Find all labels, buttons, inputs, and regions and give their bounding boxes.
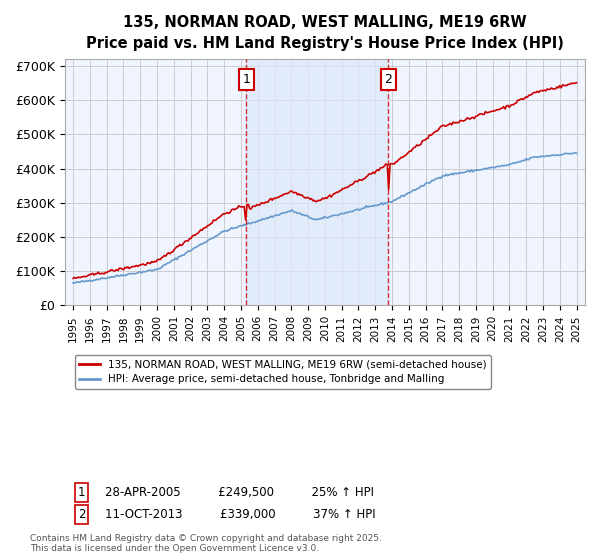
- Title: 135, NORMAN ROAD, WEST MALLING, ME19 6RW
Price paid vs. HM Land Registry's House: 135, NORMAN ROAD, WEST MALLING, ME19 6RW…: [86, 15, 564, 51]
- Text: 28-APR-2005          £249,500          25% ↑ HPI: 28-APR-2005 £249,500 25% ↑ HPI: [105, 486, 374, 498]
- Text: Contains HM Land Registry data © Crown copyright and database right 2025.
This d: Contains HM Land Registry data © Crown c…: [30, 534, 382, 553]
- Text: 1: 1: [78, 486, 86, 498]
- Text: 2: 2: [385, 73, 392, 86]
- Bar: [247, 59, 388, 305]
- Text: 1: 1: [242, 73, 250, 86]
- Text: 11-OCT-2013          £339,000          37% ↑ HPI: 11-OCT-2013 £339,000 37% ↑ HPI: [105, 508, 376, 521]
- Text: 2: 2: [78, 508, 86, 521]
- Legend: 135, NORMAN ROAD, WEST MALLING, ME19 6RW (semi-detached house), HPI: Average pri: 135, NORMAN ROAD, WEST MALLING, ME19 6RW…: [75, 355, 491, 389]
